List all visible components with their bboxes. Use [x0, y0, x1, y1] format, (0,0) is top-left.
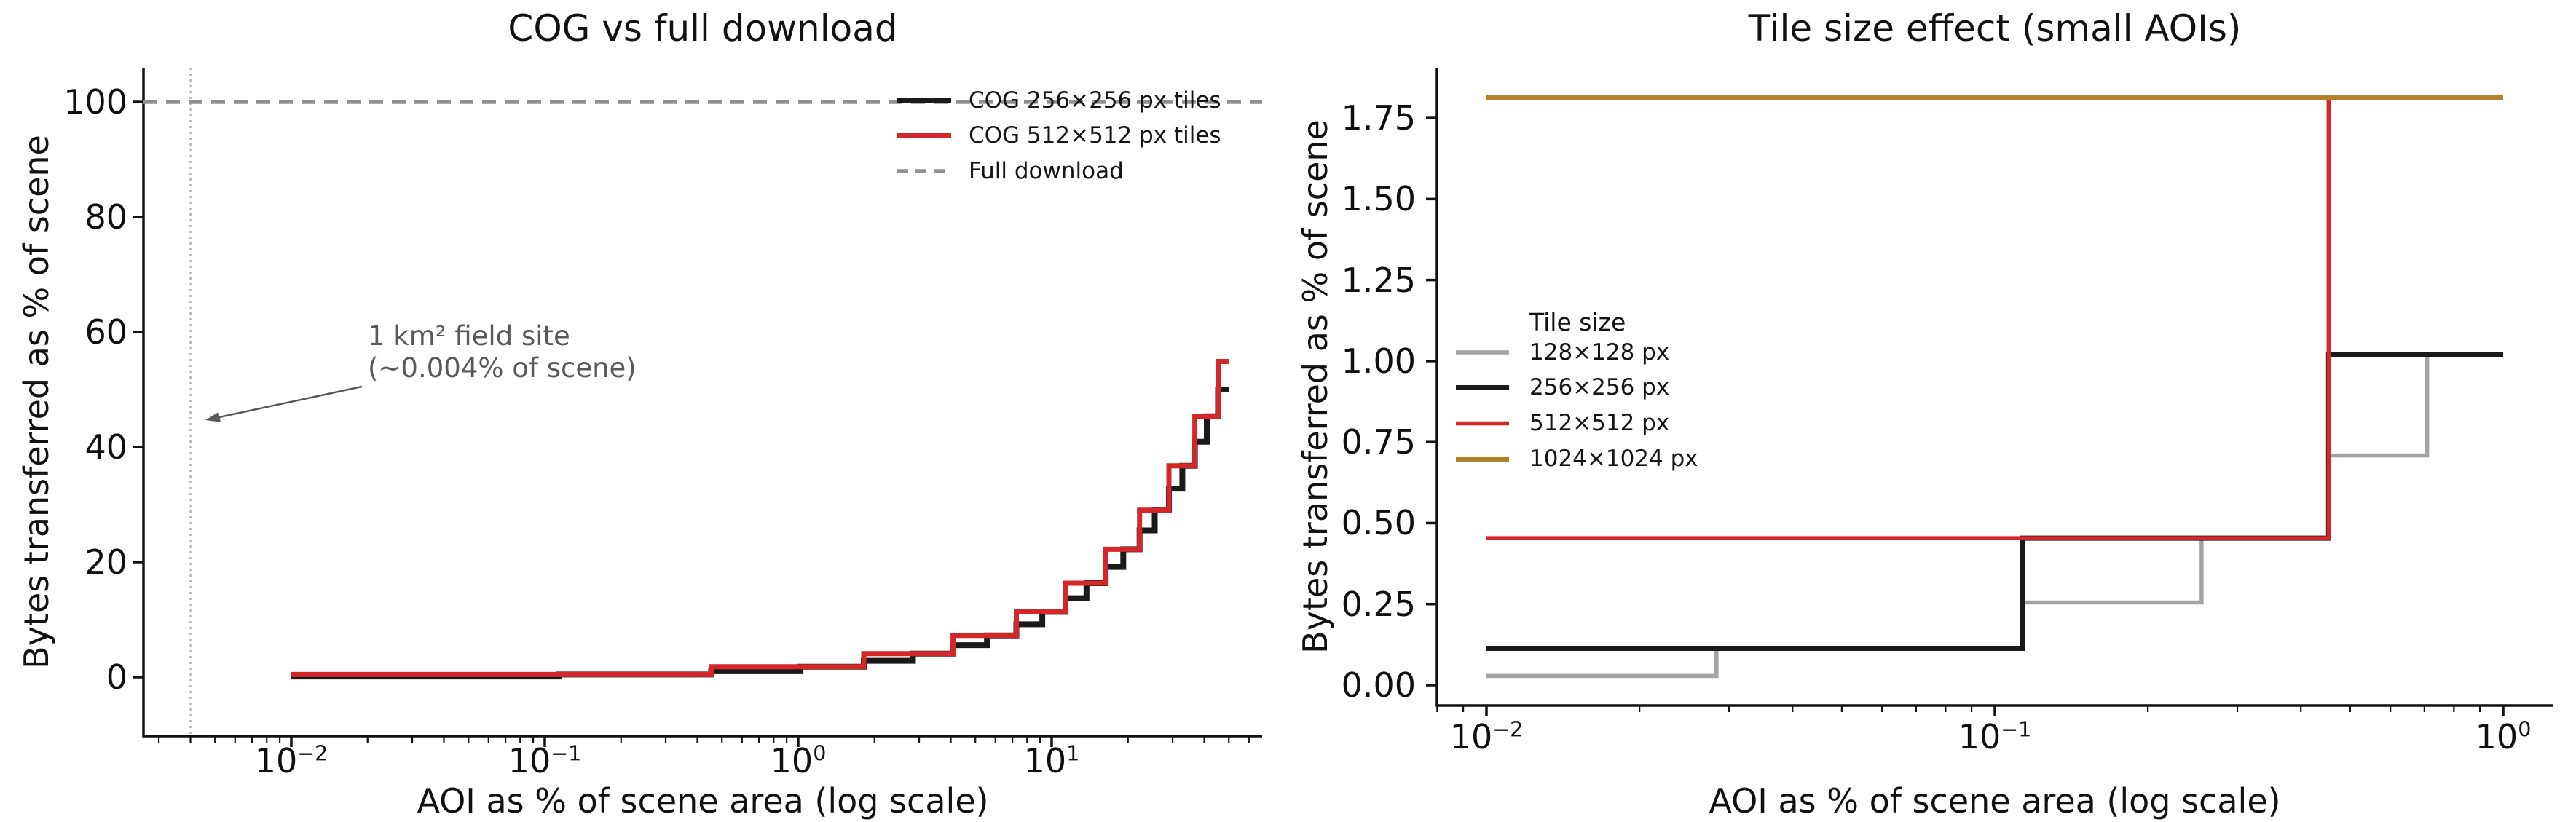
chart-title-right: Tile size effect (small AOIs) [1748, 7, 2242, 50]
y-tick-label: 0.00 [1341, 665, 1416, 705]
x-tick-label: 10−2 [254, 741, 328, 780]
annotation-field-site: 1 km² field site (~0.004% of scene) [368, 320, 637, 385]
y-tick-label: 60 [84, 312, 127, 352]
annotation-arrow-head [205, 412, 221, 422]
y-tick-label: 80 [84, 197, 127, 237]
y-tick-label: 1.75 [1341, 98, 1416, 138]
annotation-line-1: 1 km² field site [368, 320, 570, 352]
legend-item-512: 512×512 px [1529, 410, 1670, 436]
legend-item-full-download: Full download [969, 158, 1124, 184]
y-tick-label: 0 [106, 657, 127, 697]
series-128-128-px [1486, 352, 2503, 679]
legend-item-1024: 1024×1024 px [1529, 446, 1698, 472]
x-tick-label: 10−1 [1958, 717, 2032, 756]
legend-item-cog-512: COG 512×512 px tiles [969, 122, 1221, 149]
legend-title: Tile size [1529, 308, 1626, 336]
axes-spines [142, 68, 1262, 738]
x-axis-label-right: AOI as % of scene area (log scale) [1709, 781, 2281, 821]
annotation-line-2: (~0.004% of scene) [368, 352, 637, 384]
series-512-512-px [1486, 95, 2503, 540]
y-tick-label: 20 [84, 542, 127, 582]
annotation-arrow-line [218, 385, 363, 419]
x-tick-label: 100 [770, 741, 827, 780]
y-tick-label: 40 [84, 427, 127, 467]
legend-item-128: 128×128 px [1529, 339, 1670, 365]
series-cog-512-512-px-tiles [291, 359, 1229, 677]
x-tick-label: 10−1 [508, 741, 582, 780]
x-tick-label: 10−2 [1449, 717, 1524, 756]
y-tick-label: 1.00 [1341, 341, 1416, 381]
legend-item-256: 256×256 px [1529, 374, 1670, 400]
y-tick-label: 0.25 [1341, 584, 1416, 624]
series-cog-256-256-px-tiles [291, 387, 1229, 680]
y-tick-label: 0.75 [1341, 422, 1416, 462]
x-axis-label-left: AOI as % of scene area (log scale) [417, 781, 989, 821]
x-tick-label: 101 [1023, 741, 1080, 780]
chart-title-left: COG vs full download [508, 7, 898, 50]
y-tick-label: 0.50 [1341, 503, 1416, 543]
legend-item-cog-256: COG 256×256 px tiles [969, 87, 1221, 114]
y-tick-label: 1.50 [1341, 179, 1416, 219]
x-tick-label: 100 [2475, 717, 2532, 756]
y-tick-label: 1.25 [1341, 260, 1416, 300]
y-tick-label: 100 [63, 82, 127, 122]
